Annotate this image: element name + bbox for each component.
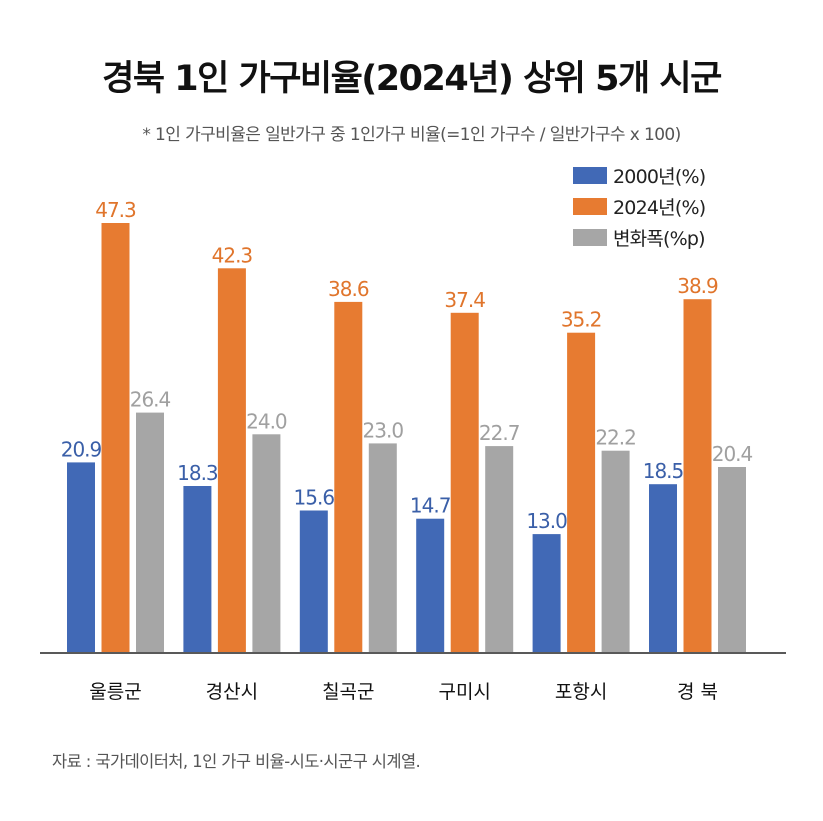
bar-2024-1 <box>101 223 130 652</box>
bar-2024-6 <box>683 299 712 652</box>
data-label-2024-3: 38.6 <box>328 277 369 301</box>
bar-change-2 <box>252 434 281 652</box>
bar-2000-5 <box>532 534 561 652</box>
bar-2000-4 <box>416 518 445 652</box>
data-label-2000-5: 13.0 <box>526 509 567 533</box>
data-label-2000-2: 18.3 <box>177 461 218 485</box>
category-label-5: 포항시 <box>555 681 607 703</box>
data-label-2024-4: 37.4 <box>444 288 485 312</box>
category-label-1: 울릉군 <box>89 681 141 703</box>
bar-change-1 <box>136 412 164 652</box>
legend-item-change: 변화폭(%p) <box>573 222 706 253</box>
bar-2000-3 <box>299 510 328 652</box>
legend-item-2000: 2000년(%) <box>573 160 706 191</box>
legend-label-change: 변화폭(%p) <box>613 228 706 250</box>
legend-swatch-2000 <box>573 167 607 184</box>
source-note: 자료 : 국가데이터처, 1인 가구 비율-시도·시군구 시계열. <box>52 752 421 771</box>
bar-change-4 <box>485 446 514 652</box>
legend-label-2024: 2024년(%) <box>613 197 706 219</box>
data-label-change-5: 22.2 <box>595 426 636 450</box>
category-label-4: 구미시 <box>438 681 490 703</box>
legend-swatch-change <box>573 229 607 246</box>
data-label-change-6: 20.4 <box>712 442 753 466</box>
category-label-2: 경산시 <box>206 681 258 703</box>
data-label-2000-3: 15.6 <box>294 486 335 510</box>
data-label-change-1: 26.4 <box>130 388 171 412</box>
data-label-2024-5: 35.2 <box>561 308 602 332</box>
data-label-change-2: 24.0 <box>246 409 287 433</box>
bar-2024-2 <box>217 268 246 652</box>
category-label-6: 경 북 <box>677 681 718 703</box>
data-label-2000-6: 18.5 <box>643 459 684 483</box>
legend-swatch-2024 <box>573 198 607 215</box>
data-label-change-4: 22.7 <box>479 421 520 445</box>
legend-label-2000: 2000년(%) <box>613 166 706 188</box>
data-label-change-3: 23.0 <box>363 418 404 442</box>
bar-2000-2 <box>183 486 212 652</box>
bar-2024-3 <box>334 301 363 652</box>
chart-legend: 2000년(%) 2024년(%) 변화폭(%p) <box>573 160 706 253</box>
data-label-2000-4: 14.7 <box>410 494 451 518</box>
data-label-2024-6: 38.9 <box>677 274 718 298</box>
data-label-2000-1: 20.9 <box>61 437 102 461</box>
chart-title: 경북 1인 가구비율(2024년) 상위 5개 시군 <box>102 59 722 99</box>
category-label-3: 칠곡군 <box>322 681 374 703</box>
bar-change-5 <box>601 450 630 652</box>
bar-2024-4 <box>450 312 479 652</box>
bar-2000-1 <box>67 462 95 652</box>
data-label-2024-1: 47.3 <box>95 198 136 222</box>
bar-2024-5 <box>567 332 596 652</box>
bar-2000-6 <box>649 484 677 652</box>
data-label-2024-2: 42.3 <box>212 243 253 267</box>
bar-change-6 <box>718 467 746 652</box>
bar-change-3 <box>368 443 397 652</box>
legend-item-2024: 2024년(%) <box>573 191 706 222</box>
chart-subtitle: * 1인 가구비율은 일반가구 중 1인가구 비율(=1인 가구수 / 일반가구… <box>142 125 681 145</box>
